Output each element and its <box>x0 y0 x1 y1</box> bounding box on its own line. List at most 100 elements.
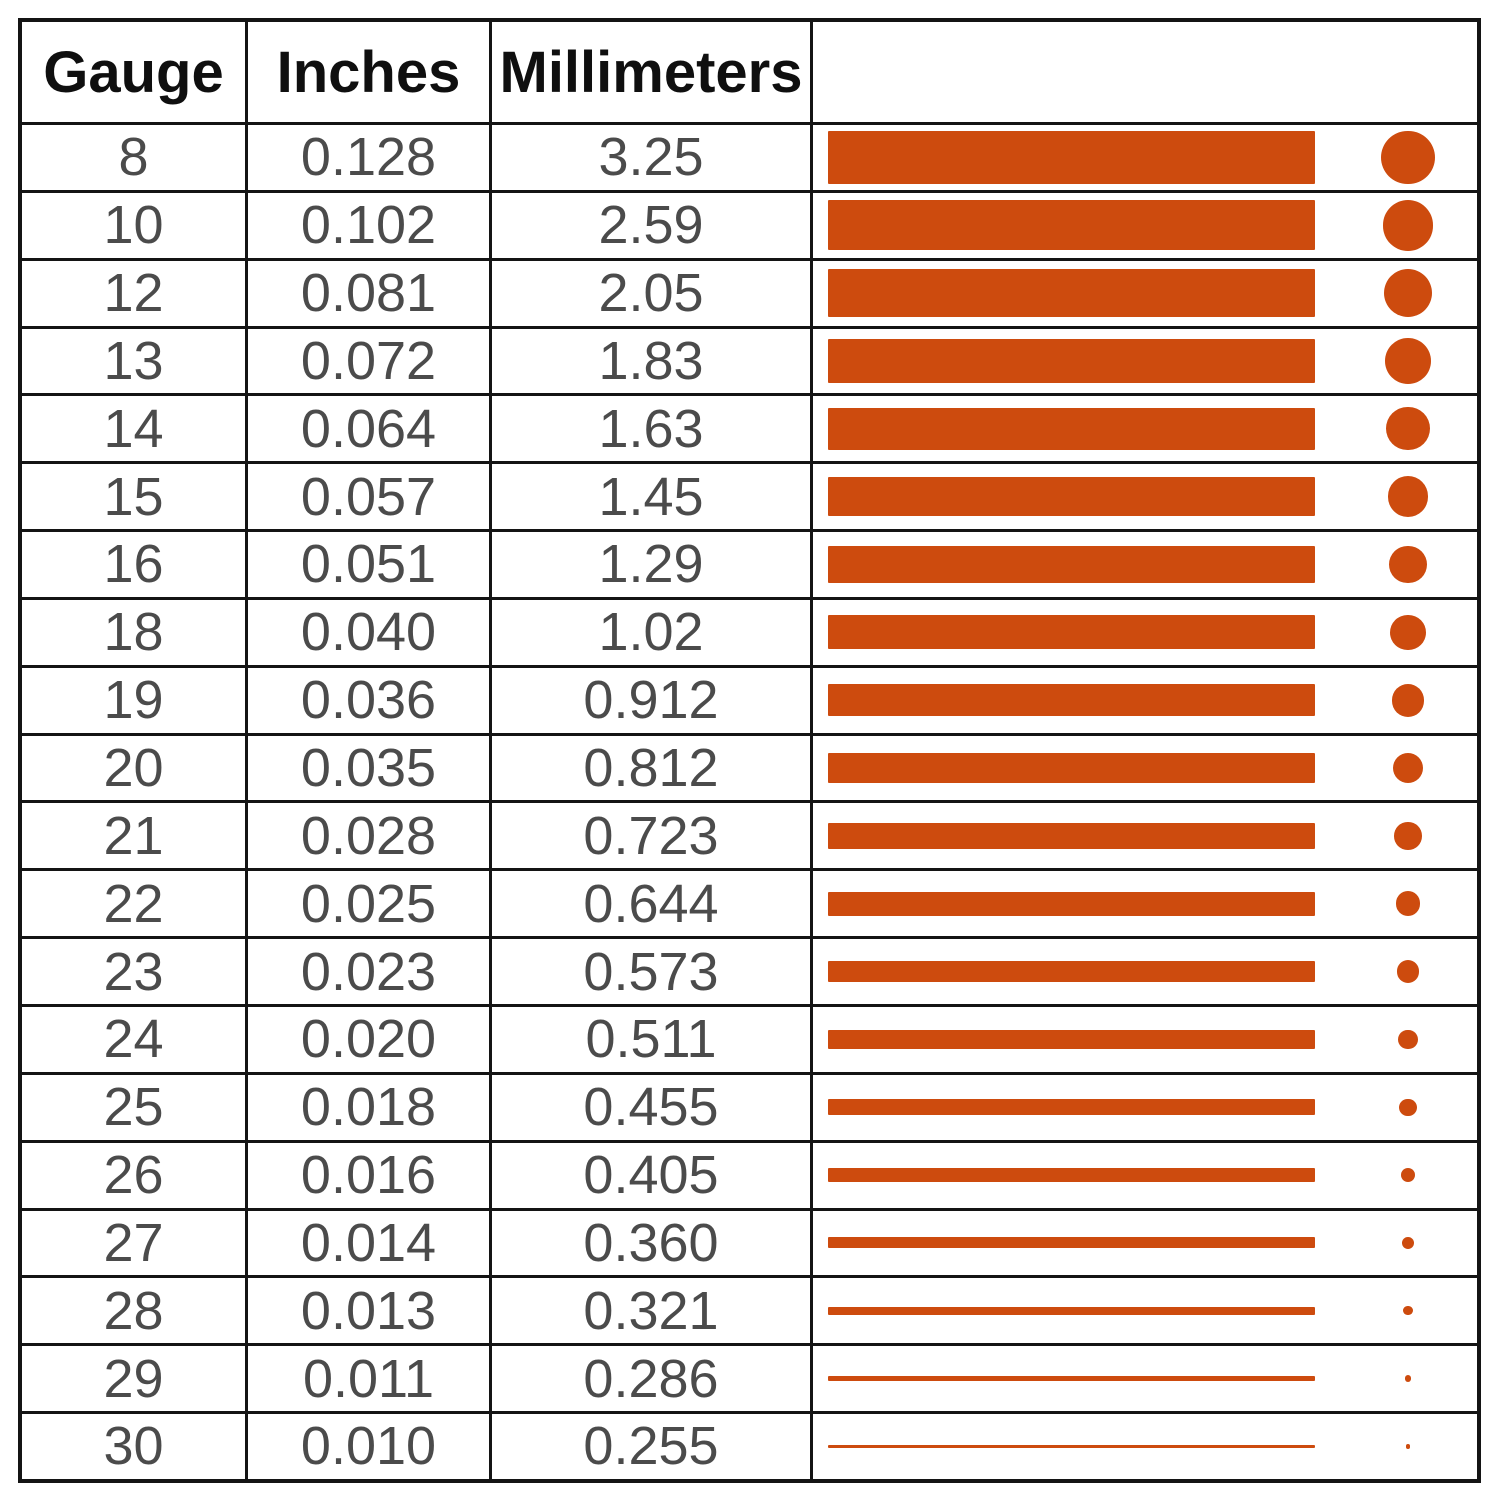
table-row: 13 0.072 1.83 <box>22 328 1477 397</box>
wire-thickness-bar <box>828 131 1315 184</box>
table-row: 18 0.040 1.02 <box>22 599 1477 668</box>
wire-visual-cell <box>813 600 1477 665</box>
wire-visual-cell <box>813 939 1477 1004</box>
gauge-value: 18 <box>22 599 248 665</box>
gauge-value: 21 <box>22 803 248 869</box>
gauge-value: 12 <box>22 260 248 326</box>
wire-dot-area <box>1380 476 1436 517</box>
wire-cross-section-dot <box>1404 1375 1412 1382</box>
wire-visual-cell <box>813 193 1477 258</box>
mm-value: 1.02 <box>492 599 813 665</box>
table-row: 29 0.011 0.286 <box>22 1346 1477 1415</box>
table-row: 12 0.081 2.05 <box>22 260 1477 329</box>
wire-thickness-bar <box>828 1375 1315 1382</box>
gauge-value: 14 <box>22 396 248 462</box>
wire-visual-cell <box>813 396 1477 461</box>
gauge-value: 28 <box>22 1278 248 1344</box>
table-row: 16 0.051 1.29 <box>22 532 1477 600</box>
wire-thickness-bar <box>828 338 1315 384</box>
header-visual-blank <box>813 22 1477 122</box>
table-row: 23 0.023 0.573 <box>22 939 1477 1007</box>
inches-value: 0.028 <box>248 803 492 869</box>
inches-value: 0.081 <box>248 260 492 326</box>
table-row: 22 0.025 0.644 <box>22 871 1477 940</box>
mm-value: 3.25 <box>492 125 813 190</box>
wire-thickness-bar <box>828 822 1315 850</box>
wire-dot-area <box>1380 545 1436 584</box>
wire-dot-area <box>1380 407 1436 451</box>
wire-cross-section-dot <box>1403 1306 1413 1316</box>
inches-value: 0.023 <box>248 939 492 1004</box>
table-row: 25 0.018 0.455 <box>22 1074 1477 1143</box>
gauge-value: 29 <box>22 1346 248 1412</box>
wire-thickness-bar <box>828 753 1315 783</box>
wire-cross-section-dot <box>1394 822 1422 850</box>
wire-cross-section-dot <box>1396 960 1420 983</box>
inches-value: 0.051 <box>248 532 492 597</box>
wire-thickness-bar <box>828 1444 1315 1448</box>
wire-thickness-bar <box>828 546 1315 583</box>
wire-dot-area <box>1380 1236 1436 1249</box>
wire-dot-area <box>1380 1444 1436 1449</box>
wire-visual-cell <box>813 329 1477 394</box>
wire-dot-area <box>1380 752 1436 784</box>
mm-value: 0.286 <box>492 1346 813 1412</box>
wire-cross-section-dot <box>1402 1236 1414 1249</box>
gauge-value: 13 <box>22 328 248 394</box>
table-row: 20 0.035 0.812 <box>22 735 1477 804</box>
wire-dot-area <box>1380 1375 1436 1382</box>
wire-visual-cell <box>813 1278 1477 1343</box>
wire-thickness-bar <box>828 1099 1315 1116</box>
wire-visual-cell <box>813 1143 1477 1208</box>
wire-dot-area <box>1380 1306 1436 1316</box>
inches-value: 0.018 <box>248 1074 492 1140</box>
wire-visual-cell <box>813 1414 1477 1479</box>
table-row: 19 0.036 0.912 <box>22 667 1477 736</box>
mm-value: 0.644 <box>492 871 813 937</box>
wire-thickness-bar <box>828 407 1315 450</box>
mm-value: 0.912 <box>492 667 813 733</box>
wire-thickness-bar <box>828 1168 1315 1182</box>
wire-dot-area <box>1380 683 1436 717</box>
wire-visual-cell <box>813 1007 1477 1072</box>
wire-visual-cell <box>813 871 1477 936</box>
gauge-value: 24 <box>22 1006 248 1072</box>
mm-value: 0.573 <box>492 939 813 1004</box>
inches-value: 0.013 <box>248 1278 492 1344</box>
wire-dot-area <box>1380 268 1436 318</box>
wire-dot-area <box>1380 338 1436 384</box>
inches-value: 0.020 <box>248 1006 492 1072</box>
table-row: 27 0.014 0.360 <box>22 1210 1477 1279</box>
wire-dot-area <box>1380 891 1436 917</box>
inches-value: 0.011 <box>248 1346 492 1412</box>
mm-value: 0.321 <box>492 1278 813 1344</box>
gauge-value: 10 <box>22 192 248 258</box>
mm-value: 0.723 <box>492 803 813 869</box>
header-row: Gauge Inches Millimeters <box>22 22 1477 125</box>
wire-thickness-bar <box>828 891 1315 916</box>
gauge-value: 27 <box>22 1210 248 1276</box>
inches-value: 0.102 <box>248 192 492 258</box>
header-inches: Inches <box>248 22 492 122</box>
gauge-value: 26 <box>22 1142 248 1208</box>
wire-dot-area <box>1380 614 1436 650</box>
gauge-value: 15 <box>22 464 248 530</box>
table-row: 26 0.016 0.405 <box>22 1142 1477 1211</box>
wire-cross-section-dot <box>1389 545 1427 584</box>
gauge-value: 19 <box>22 667 248 733</box>
wire-dot-area <box>1380 1167 1436 1183</box>
wire-thickness-bar <box>828 960 1315 983</box>
wire-cross-section-dot <box>1395 891 1421 917</box>
header-gauge: Gauge <box>22 22 248 122</box>
inches-value: 0.025 <box>248 871 492 937</box>
table-row: 15 0.057 1.45 <box>22 464 1477 533</box>
gauge-value: 25 <box>22 1074 248 1140</box>
wire-cross-section-dot <box>1399 1098 1417 1116</box>
wire-visual-cell <box>813 464 1477 529</box>
gauge-value: 8 <box>22 125 248 190</box>
wire-cross-section-dot <box>1390 614 1426 650</box>
gauge-value: 30 <box>22 1414 248 1479</box>
table-row: 30 0.010 0.255 <box>22 1414 1477 1479</box>
wire-cross-section-dot <box>1387 476 1429 517</box>
wire-visual-cell <box>813 1211 1477 1276</box>
